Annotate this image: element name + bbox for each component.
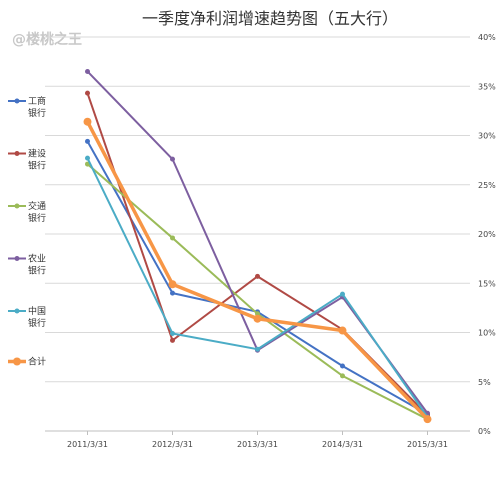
data-point — [168, 280, 177, 289]
grid-layer — [45, 36, 470, 432]
y-tick-label: 25% — [478, 181, 496, 190]
data-point — [255, 273, 260, 279]
legend-swatch-marker — [14, 98, 20, 104]
y-tick-label: 5% — [478, 378, 491, 387]
legend-label: 银行 — [28, 160, 46, 172]
legend-swatch-marker — [14, 308, 20, 314]
series-line — [85, 120, 429, 421]
legend-label: 合计 — [28, 356, 46, 368]
data-point — [338, 326, 347, 335]
x-tick-label: 2012/3/31 — [152, 440, 193, 449]
x-tick-label: 2011/3/31 — [67, 440, 108, 449]
y-tick-label: 20% — [478, 230, 496, 239]
data-point — [340, 291, 345, 297]
x-tick-label: 2013/3/31 — [237, 440, 278, 449]
watermark: @楼桃之王 — [12, 31, 82, 48]
legend-label: 银行 — [28, 212, 46, 224]
data-point — [423, 415, 432, 424]
x-axis-ticks: 2011/3/31 2012/3/31 2013/3/31 2014/3/31 2015… — [67, 431, 448, 449]
y-tick-label: 15% — [478, 279, 496, 288]
data-point — [85, 155, 90, 161]
legend-label: 银行 — [28, 107, 46, 119]
data-point — [255, 346, 260, 352]
legend-swatch-marker — [13, 357, 21, 366]
data-point — [85, 90, 90, 96]
data-point — [83, 117, 92, 126]
y-tick-label: 10% — [478, 329, 496, 338]
data-point — [85, 138, 90, 144]
legend-label: 银行 — [28, 317, 46, 329]
y-axis-ticks: 0% 5% 10% 15% 20% 25% 30% 35% 40% — [478, 33, 496, 436]
legend-label: 交通 — [28, 200, 46, 212]
series-line — [86, 157, 429, 418]
data-point — [170, 235, 175, 241]
series-line — [86, 163, 428, 421]
legend-label: 工商 — [28, 95, 46, 107]
x-tick-label: 2014/3/31 — [322, 440, 363, 449]
y-tick-label: 30% — [478, 132, 496, 141]
legend-swatch-marker — [14, 203, 20, 209]
legend-label: 中国 — [28, 305, 46, 317]
legend-label: 农业 — [28, 253, 46, 265]
data-point — [170, 290, 175, 296]
data-point — [85, 68, 90, 74]
legend-swatch-marker — [14, 151, 20, 156]
data-point — [170, 330, 175, 336]
series-layer — [83, 68, 432, 424]
data-point — [253, 314, 262, 323]
legend-swatch-marker — [14, 256, 20, 261]
chart-title: 一季度净利润增速趋势图（五大行） — [142, 9, 398, 28]
data-point — [340, 363, 345, 369]
data-point — [340, 373, 345, 379]
legend-label: 银行 — [28, 265, 46, 277]
data-point — [170, 337, 175, 343]
legend-label: 建设 — [28, 148, 46, 160]
y-tick-label: 35% — [478, 82, 496, 91]
data-point — [170, 156, 175, 162]
y-tick-label: 40% — [478, 33, 496, 42]
y-tick-label: 0% — [478, 427, 491, 436]
x-tick-label: 2015/3/31 — [407, 440, 448, 449]
